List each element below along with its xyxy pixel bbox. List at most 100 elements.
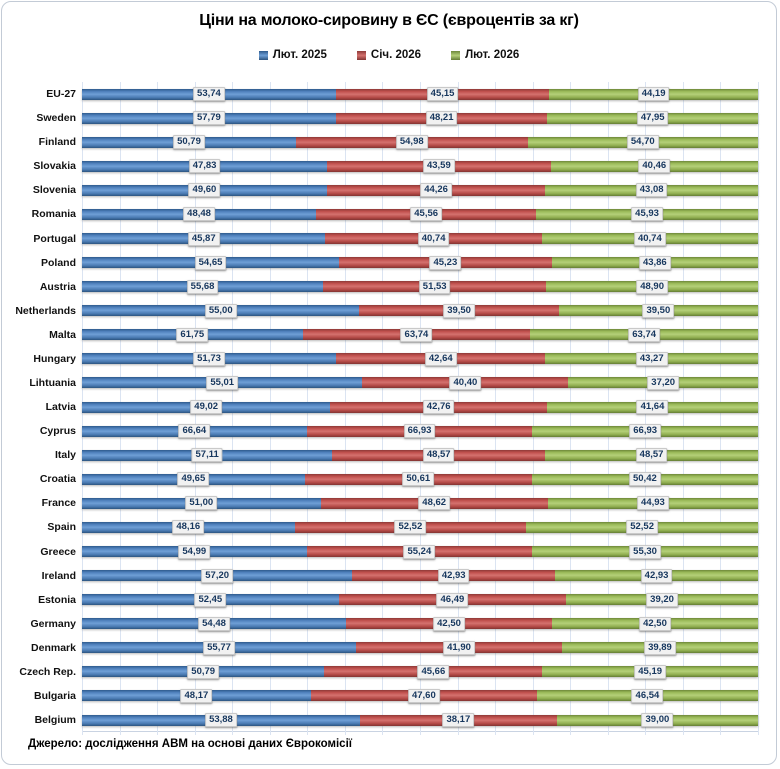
- value-label: 48,62: [418, 496, 451, 511]
- bar-track: 45,87 40,74 40,74: [82, 231, 758, 246]
- value-label: 57,20: [201, 568, 234, 583]
- bar-track: 48,48 45,56 45,93: [82, 207, 758, 222]
- category-label: Italy: [54, 449, 76, 462]
- chart-row: Malta 61,75 63,74 63,74: [8, 323, 758, 347]
- bar-segment-jan-2026: 40,40: [362, 375, 569, 390]
- value-label: 53,74: [193, 87, 225, 102]
- value-label: 44,19: [637, 87, 670, 102]
- bar-segment-jan-2026: 50,61: [304, 472, 532, 487]
- category-label: France: [41, 497, 76, 510]
- value-label: 51,73: [193, 351, 225, 366]
- value-label: 40,46: [638, 159, 671, 174]
- bar-segment-feb-2025: 49,60: [82, 183, 327, 198]
- bar-segment-jan-2026: 66,93: [306, 424, 533, 439]
- value-label: 55,30: [629, 544, 661, 559]
- value-label: 53,88: [205, 713, 237, 728]
- value-label: 41,64: [636, 400, 669, 415]
- value-label: 48,90: [636, 279, 668, 294]
- bar-segment-feb-2025: 57,11: [82, 448, 333, 463]
- bar-segment-feb-2026: 39,50: [558, 303, 758, 318]
- bar-segment-feb-2026: 41,64: [547, 400, 758, 415]
- bar-track: 51,73 42,64 43,27: [82, 351, 758, 366]
- chart-row: Finland 50,79 54,98 54,70: [8, 130, 758, 154]
- bar-segment-jan-2026: 45,23: [339, 255, 552, 270]
- bar-segment-feb-2026: 50,42: [531, 472, 758, 487]
- bar-segment-feb-2026: 45,93: [536, 207, 758, 222]
- value-label: 39,89: [644, 640, 676, 655]
- legend-item-feb-2026: Лют. 2026: [451, 49, 519, 61]
- category-label: Spain: [47, 521, 76, 534]
- chart-row: Czech Rep. 50,79 45,66 45,19: [8, 660, 758, 684]
- bar-track: 66,64 66,93 66,93: [82, 424, 758, 439]
- bar-segment-feb-2025: 49,02: [82, 400, 331, 415]
- bar-track: 48,16 52,52 52,52: [82, 520, 758, 535]
- bar-track: 50,79 54,98 54,70: [82, 135, 758, 150]
- value-label: 50,42: [628, 472, 661, 487]
- bar-track: 49,65 50,61 50,42: [82, 472, 758, 487]
- category-label: Greece: [40, 545, 76, 558]
- value-label: 48,16: [172, 520, 205, 535]
- bar-segment-feb-2026: 54,70: [527, 135, 758, 150]
- category-label: Sweden: [36, 112, 76, 125]
- value-label: 55,77: [203, 640, 235, 655]
- chart-row: Austria 55,68 51,53 48,90: [8, 275, 758, 299]
- bar-segment-jan-2026: 47,60: [310, 688, 537, 703]
- bar-segment-feb-2025: 54,99: [82, 544, 307, 559]
- chart-row: Bulgaria 48,17 47,60 46,54: [8, 684, 758, 708]
- plot-area: EU-27 53,74 45,15 44,19 Sweden 57,79 48,21 47,9…: [8, 82, 759, 735]
- bar-segment-jan-2026: 42,76: [330, 400, 547, 415]
- bar-segment-feb-2026: 37,20: [568, 375, 758, 390]
- bar-track: 55,68 51,53 48,90: [82, 279, 758, 294]
- value-label: 39,50: [443, 303, 475, 318]
- value-label: 38,17: [442, 713, 475, 728]
- bar-track: 49,02 42,76 41,64: [82, 400, 758, 415]
- bar-segment-jan-2026: 63,74: [302, 327, 531, 342]
- bar-segment-feb-2025: 55,77: [82, 640, 357, 655]
- bar-segment-feb-2026: 43,86: [551, 255, 758, 270]
- chart-row: Netherlands 55,00 39,50 39,50: [8, 299, 758, 323]
- bar-segment-feb-2026: 39,89: [561, 640, 758, 655]
- value-label: 43,08: [635, 183, 668, 198]
- bar-segment-jan-2026: 42,93: [352, 568, 556, 583]
- category-label: Lihtuania: [29, 376, 76, 389]
- chart-row: Germany 54,48 42,50 42,50: [8, 612, 758, 636]
- bar-segment-jan-2026: 51,53: [323, 279, 547, 294]
- bar-segment-jan-2026: 40,74: [325, 231, 542, 246]
- bar-track: 53,88 38,17 39,00: [82, 713, 758, 728]
- chart-row: Slovakia 47,83 43,59 40,46: [8, 154, 758, 178]
- value-label: 45,23: [429, 255, 462, 270]
- value-label: 44,93: [637, 496, 669, 511]
- chart-row: Poland 54,65 45,23 43,86: [8, 251, 758, 275]
- chart-row: France 51,00 48,62 44,93: [8, 491, 758, 515]
- bar-segment-feb-2026: 52,52: [526, 520, 758, 535]
- bar-segment-feb-2025: 66,64: [82, 424, 307, 439]
- chart-row: Romania 48,48 45,56 45,93: [8, 202, 758, 226]
- category-label: Cyprus: [39, 425, 76, 438]
- bar-segment-feb-2026: 39,00: [556, 713, 758, 728]
- value-label: 54,65: [194, 255, 227, 270]
- value-label: 55,01: [206, 375, 239, 390]
- value-label: 40,74: [633, 231, 666, 246]
- value-label: 42,64: [424, 351, 457, 366]
- bar-segment-feb-2025: 51,73: [82, 351, 337, 366]
- bar-segment-feb-2026: 55,30: [532, 544, 758, 559]
- bar-segment-feb-2026: 44,19: [549, 87, 758, 102]
- bar-segment-feb-2026: 48,90: [546, 279, 758, 294]
- category-label: Estonia: [38, 593, 76, 606]
- category-label: Ireland: [41, 569, 76, 582]
- value-label: 48,48: [183, 207, 215, 222]
- bar-track: 55,00 39,50 39,50: [82, 303, 758, 318]
- value-label: 66,93: [403, 424, 436, 439]
- value-label: 45,66: [417, 664, 450, 679]
- bar-segment-feb-2025: 50,79: [82, 135, 296, 150]
- bar-track: 51,00 48,62 44,93: [82, 496, 758, 511]
- bar-segment-jan-2026: 38,17: [359, 713, 557, 728]
- bar-segment-feb-2026: 45,19: [542, 664, 758, 679]
- value-label: 52,45: [194, 592, 227, 607]
- value-label: 57,11: [191, 448, 223, 463]
- bar-segment-feb-2025: 54,48: [82, 616, 347, 631]
- legend-item-feb-2025: Лют. 2025: [258, 49, 327, 61]
- bar-segment-feb-2025: 53,74: [82, 87, 336, 102]
- value-label: 43,27: [635, 351, 668, 366]
